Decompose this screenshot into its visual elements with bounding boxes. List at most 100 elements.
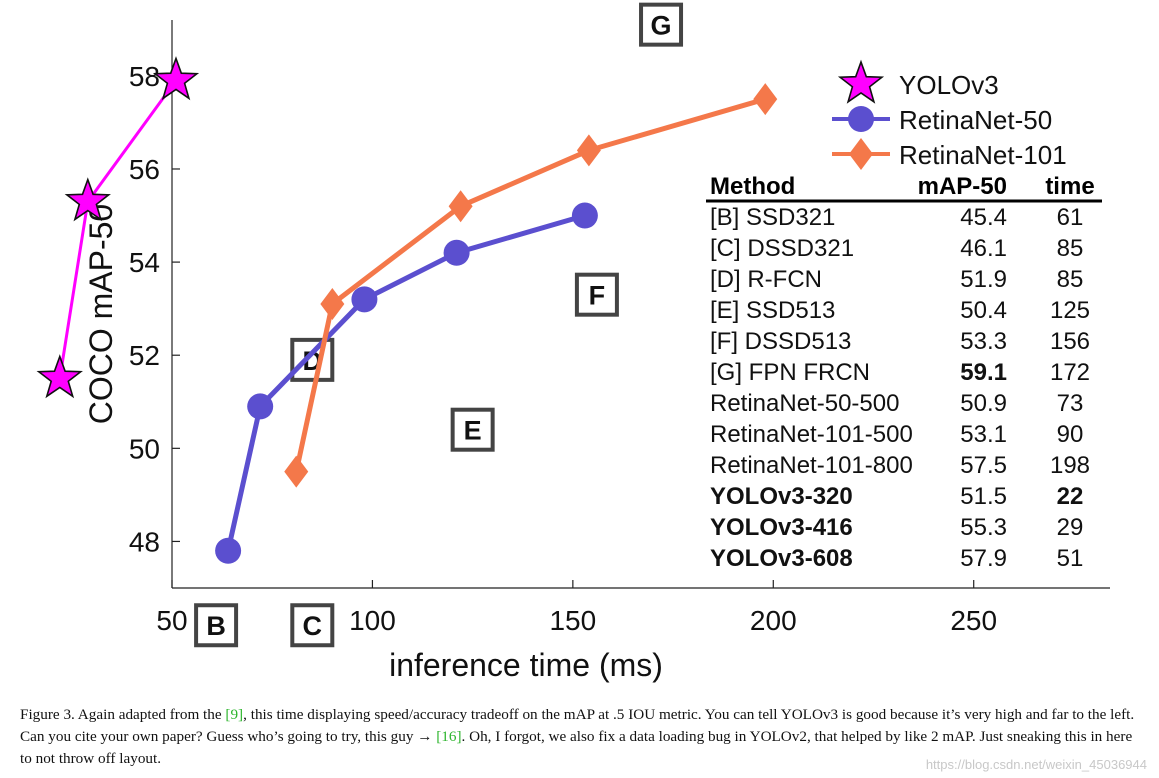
table-cell-method: YOLOv3-416 <box>710 514 853 541</box>
table-cell-method: [C] DSSD321 <box>710 235 854 262</box>
legend-label: YOLOv3 <box>899 70 999 100</box>
table-cell-time: 73 <box>1057 390 1084 417</box>
legend: YOLOv3 RetinaNet-50 RetinaNet-101 <box>832 59 1067 170</box>
caption-prefix: Figure 3. Again adapted from the <box>20 706 226 723</box>
table-row: [G] FPN FRCN 59.1 172 <box>710 359 1090 386</box>
data-point-yolov3 <box>152 56 200 101</box>
data-point-retinanet-50 <box>247 393 274 420</box>
legend-item-retinanet-101: RetinaNet-101 <box>832 138 1067 170</box>
data-point-retinanet-50 <box>351 286 378 313</box>
y-tick-label: 48 <box>129 526 160 557</box>
caption-suffix: . Oh, I forgot, we also fix a data loadi… <box>20 728 1133 767</box>
legend-label: RetinaNet-101 <box>899 140 1067 170</box>
box-label-text: B <box>206 611 226 641</box>
box-label-d: D <box>290 337 335 382</box>
data-point-retinanet-101 <box>753 83 778 116</box>
box-label-frame <box>290 603 335 648</box>
table-row: RetinaNet-101-500 53.1 90 <box>710 421 1083 448</box>
box-label-b: B <box>194 603 239 648</box>
caption-ref-1[interactable]: [9] <box>225 706 244 723</box>
table-row: [E] SSD513 50.4 125 <box>710 297 1090 324</box>
table-cell-map: 55.3 <box>960 514 1007 541</box>
data-point-yolov3 <box>64 177 111 222</box>
table-cell-time: 29 <box>1057 514 1084 541</box>
box-label-f: F <box>574 272 619 317</box>
table-cell-time: 51 <box>1057 545 1084 572</box>
series-retinanet-101 <box>284 83 778 488</box>
series-retinanet-50 <box>215 202 598 564</box>
table-header-time: time <box>1045 173 1094 200</box>
data-point-retinanet-50 <box>215 537 242 564</box>
box-label-frame <box>574 272 619 317</box>
watermark: https://blog.csdn.net/weixin_45036944 <box>925 757 1147 772</box>
table-cell-method: [F] DSSD513 <box>710 328 851 355</box>
series <box>36 56 778 564</box>
table-cell-map: 51.9 <box>960 266 1007 293</box>
data-point-retinanet-50 <box>571 202 598 229</box>
table-cell-map: 45.4 <box>960 204 1007 231</box>
table-header-map: mAP-50 <box>918 173 1007 200</box>
box-label-text: C <box>303 611 323 641</box>
legend-swatch-marker <box>848 106 874 132</box>
table-cell-map: 50.4 <box>960 297 1007 324</box>
table-cell-map: 57.5 <box>960 452 1007 479</box>
legend-item-yolov3: YOLOv3 <box>837 59 999 104</box>
table-row: RetinaNet-50-500 50.9 73 <box>710 390 1083 417</box>
axes: 48 50 52 54 56 58 50 100 150 200 250 inference time… <box>83 20 1110 683</box>
table-cell-method: RetinaNet-50-500 <box>710 390 899 417</box>
table-row: RetinaNet-101-800 57.5 198 <box>710 452 1090 479</box>
table-cell-method: [G] FPN FRCN <box>710 359 870 386</box>
table-cell-map: 46.1 <box>960 235 1007 262</box>
chart: 48 50 52 54 56 58 50 100 150 200 250 inference time… <box>36 2 1110 683</box>
results-table: Method mAP-50 time [B] SSD321 45.4 61 [C] DSSD… <box>706 173 1102 572</box>
y-tick-label: 52 <box>129 340 160 371</box>
table-cell-time: 156 <box>1050 328 1090 355</box>
box-label-text: F <box>589 281 606 311</box>
table-row: [C] DSSD321 46.1 85 <box>710 235 1083 262</box>
table-cell-time: 198 <box>1050 452 1090 479</box>
x-tick-label: 250 <box>950 605 997 636</box>
table-cell-method: YOLOv3-320 <box>710 483 853 510</box>
table-cell-method: [E] SSD513 <box>710 297 835 324</box>
table-cell-time: 61 <box>1057 204 1084 231</box>
box-label-text: G <box>651 11 672 41</box>
x-tick-label: 100 <box>349 605 396 636</box>
data-point-retinanet-50 <box>443 239 470 266</box>
box-label-frame <box>194 603 239 648</box>
series-yolov3 <box>36 56 200 399</box>
table-cell-method: RetinaNet-101-800 <box>710 452 913 479</box>
box-label-frame <box>639 2 684 47</box>
x-tick-label: 50 <box>156 605 187 636</box>
series-line-retinanet-101 <box>293 96 766 473</box>
figure-caption: Figure 3. Again adapted from the [9], th… <box>20 704 1140 770</box>
table-row: YOLOv3-608 57.9 51 <box>710 545 1083 572</box>
legend-swatch-marker <box>837 59 885 104</box>
table-cell-map: 53.3 <box>960 328 1007 355</box>
box-label-text: E <box>464 416 482 446</box>
table-cell-map: 53.1 <box>960 421 1007 448</box>
y-tick-label: 50 <box>129 433 160 464</box>
table-row: [D] R-FCN 51.9 85 <box>710 266 1083 293</box>
data-point-retinanet-101 <box>576 134 601 167</box>
y-tick-label: 54 <box>129 247 160 278</box>
box-label-c: C <box>290 603 335 648</box>
x-tick-label: 200 <box>750 605 797 636</box>
table-header-method: Method <box>710 173 795 200</box>
data-point-retinanet-101 <box>448 190 473 223</box>
y-axis-label: COCO mAP-50 <box>83 204 119 424</box>
y-tick-label: 56 <box>129 154 160 185</box>
caption-ref-2[interactable]: [16] <box>436 728 462 745</box>
box-label-g: G <box>639 2 684 47</box>
table-cell-time: 90 <box>1057 421 1084 448</box>
table-cell-map: 57.9 <box>960 545 1007 572</box>
box-labels: B C D E F G <box>194 2 684 648</box>
x-axis-label: inference time (ms) <box>389 647 663 683</box>
table-cell-method: RetinaNet-101-500 <box>710 421 913 448</box>
table-cell-time: 22 <box>1057 483 1084 510</box>
table-cell-time: 172 <box>1050 359 1090 386</box>
legend-label: RetinaNet-50 <box>899 105 1052 135</box>
legend-item-retinanet-50: RetinaNet-50 <box>832 105 1052 135</box>
table-cell-map: 51.5 <box>960 483 1007 510</box>
data-point-retinanet-101 <box>320 288 345 320</box>
box-label-e: E <box>450 407 495 452</box>
